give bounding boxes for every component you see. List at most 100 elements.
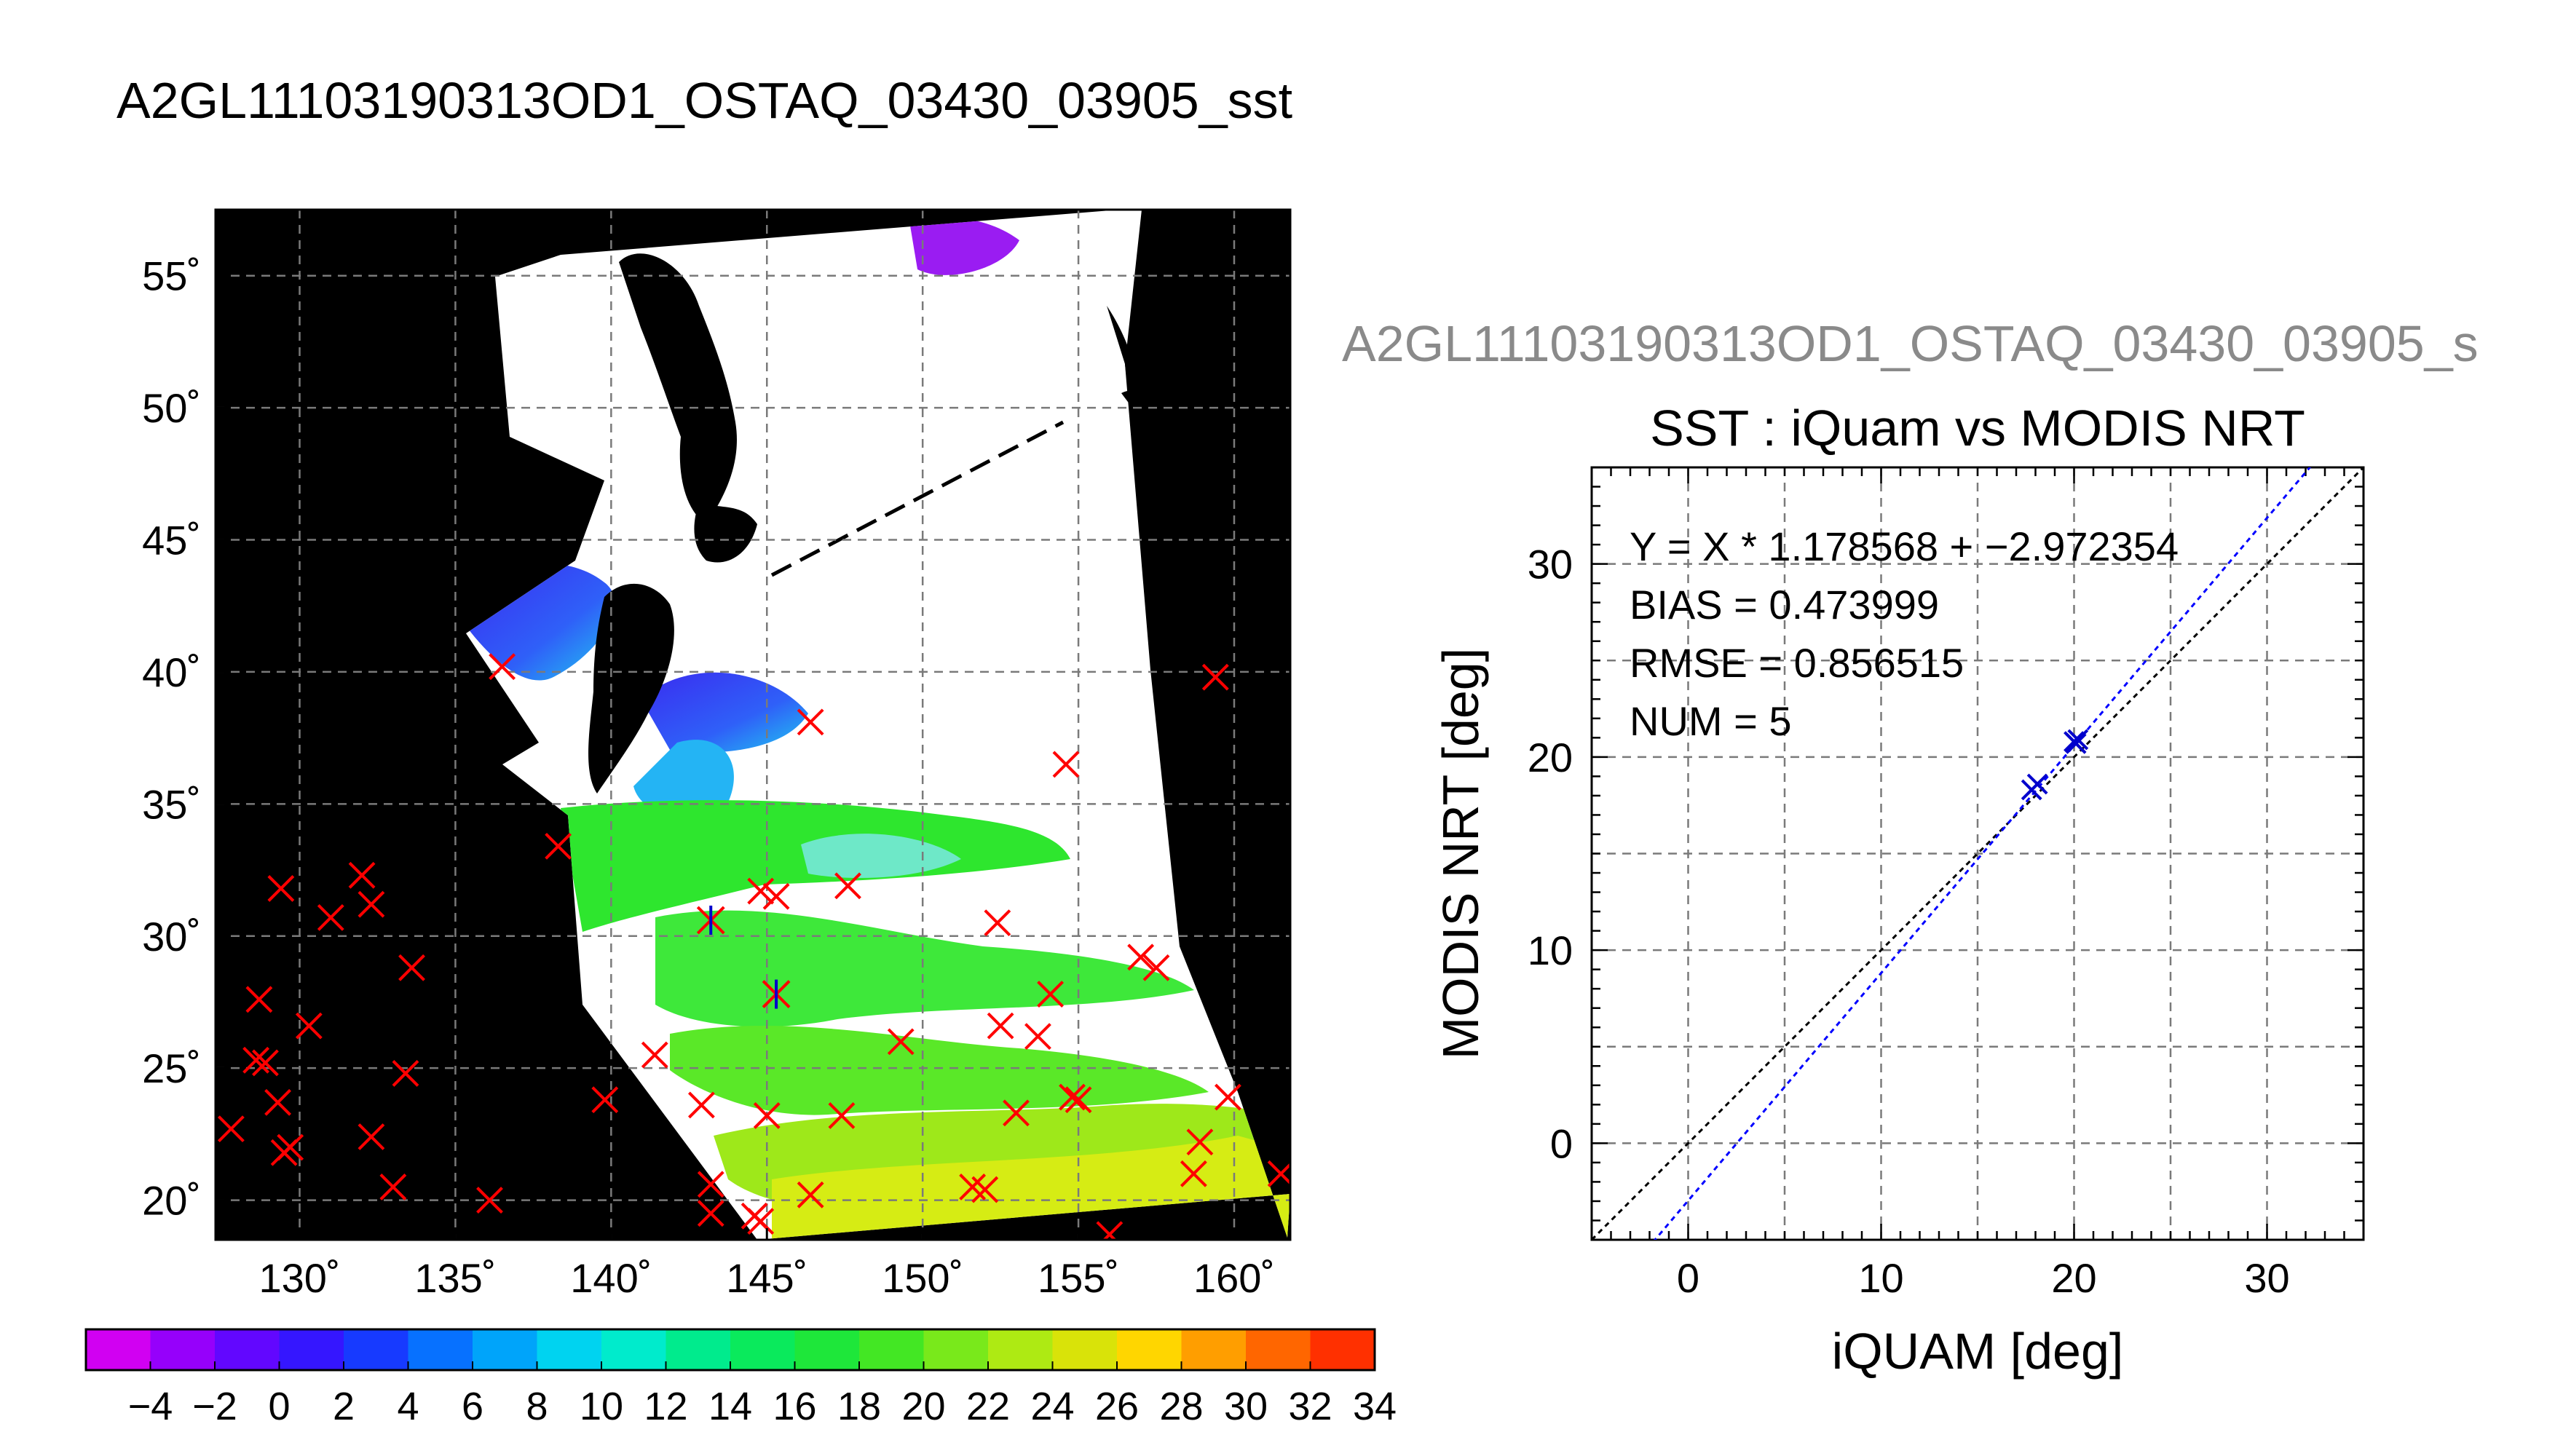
buoy-marker [591, 1086, 619, 1114]
x-tick-label: 150˚ [882, 1255, 963, 1301]
buoy-marker [358, 1123, 385, 1150]
buoy-marker [762, 882, 790, 910]
identity-line [1592, 467, 2364, 1240]
colorbar-tick-label: 2 [333, 1385, 355, 1428]
sst-mid-region [801, 834, 961, 878]
buoy-marker [252, 1049, 279, 1077]
scatter-plot: 0 10 20 30 0 10 20 30 SST : iQuam vs MODIS NRT iQ… [1432, 400, 2365, 1380]
land-mass [619, 253, 737, 524]
buoy-marker [1096, 1221, 1124, 1240]
map-grid [216, 210, 1290, 1240]
colorbar-segment [279, 1329, 344, 1370]
colorbar-tick-label: 12 [644, 1385, 687, 1428]
colorbar-segment [859, 1329, 924, 1370]
buoy-marker [1142, 954, 1170, 981]
stats-line: NUM = 5 [1630, 698, 1792, 744]
colorbar-tick-label: 30 [1224, 1385, 1268, 1428]
scatter-x-tick-label: 20 [2051, 1255, 2096, 1301]
colorbar-segment [730, 1329, 795, 1370]
secondary-title: A2GL11103190313OD1_OSTAQ_03430_03905_s [1342, 315, 2479, 372]
land-mass [1107, 306, 1142, 466]
scatter-y-tick-label: 10 [1528, 927, 1573, 973]
buoy-marker [971, 1176, 999, 1203]
buoy-marker [1215, 1083, 1241, 1111]
colorbar-segment [86, 1329, 151, 1370]
buoy-marker [1127, 943, 1155, 971]
matchup-marker [696, 905, 725, 935]
x-tick-label: 135˚ [414, 1255, 496, 1301]
buoy-marker [358, 890, 385, 918]
y-tick-label: 25˚ [142, 1045, 201, 1091]
scatter-title: SST : iQuam vs MODIS NRT [1650, 400, 2305, 456]
y-tick-label: 20˚ [142, 1178, 201, 1224]
colorbar-tick-label: −2 [192, 1385, 237, 1428]
x-tick-label: 130˚ [258, 1255, 340, 1301]
buoy-marker [295, 1012, 323, 1040]
buoy-marker [1186, 1128, 1214, 1156]
buoy-marker [747, 1208, 775, 1235]
buoy-marker [697, 1171, 724, 1198]
colorbar: −4 −2 0 2 4 6 8 10 12 14 16 18 20 22 24 26 28 30 32 34 [84, 1328, 1397, 1428]
buoy-marker [1024, 1023, 1051, 1051]
buoy-marker [697, 1200, 724, 1227]
buoy-marker [242, 1046, 270, 1074]
colorbar-segment [150, 1329, 216, 1370]
scatter-x-tick-label: 0 [1677, 1255, 1699, 1301]
land-mass [694, 502, 757, 563]
buoy-marker [834, 872, 861, 900]
scatter-x-label: iQUAM [deg] [1832, 1323, 2124, 1380]
buoy-marker [1267, 1160, 1290, 1187]
x-tick-label: 145˚ [726, 1255, 807, 1301]
buoy-marker [1201, 663, 1229, 691]
data-gap [770, 420, 1065, 577]
colorbar-tick-label: 8 [526, 1385, 548, 1428]
colorbar-segment [473, 1329, 537, 1370]
scatter-x-tick-label: 10 [1858, 1255, 1903, 1301]
colorbar-segment [344, 1329, 408, 1370]
y-tick-label: 45˚ [142, 518, 201, 563]
buoy-marker [641, 1041, 668, 1069]
buoy-marker [398, 954, 425, 981]
x-tick-label: 140˚ [570, 1255, 652, 1301]
buoy-marker [392, 1060, 419, 1087]
regression-line [1653, 467, 2312, 1240]
y-tick-label: 50˚ [142, 385, 201, 431]
colorbar-tick-label: 20 [901, 1385, 945, 1428]
y-tick-label: 30˚ [142, 914, 201, 960]
buoy-marker [797, 1181, 824, 1208]
colorbar-segment [215, 1329, 280, 1370]
land-mass [1121, 390, 1138, 408]
colorbar-segment [1310, 1329, 1375, 1370]
colorbar-segment [794, 1329, 860, 1370]
buoy-marker [753, 1102, 781, 1129]
buoy-marker [489, 653, 516, 681]
buoy-marker [267, 875, 295, 902]
x-tick-label: 155˚ [1038, 1255, 1119, 1301]
buoy-marker [317, 903, 344, 931]
colorbar-segment [1246, 1329, 1311, 1370]
buoy-marker [1037, 981, 1064, 1008]
colorbar-tick-label: 24 [1030, 1385, 1074, 1428]
buoy-marker [747, 877, 775, 905]
buoy-marker [1052, 751, 1080, 778]
buoy-marker [379, 1174, 407, 1200]
colorbar-segment [988, 1329, 1053, 1370]
buoy-marker [217, 1115, 245, 1143]
colorbar-tick-label: 14 [708, 1385, 752, 1428]
scatter-y-label: MODIS NRT [deg] [1432, 648, 1489, 1059]
stats-line: RMSE = 0.856515 [1630, 640, 1964, 686]
y-tick-label: 35˚ [142, 781, 201, 827]
colorbar-segment [666, 1329, 731, 1370]
buoy-marker [1059, 1083, 1086, 1111]
buoy-marker [1003, 1099, 1030, 1127]
colorbar-segment [1052, 1329, 1118, 1370]
sst-warm-region [670, 1026, 1209, 1115]
buoy-marker [277, 1133, 304, 1161]
scatter-y-tick-label: 20 [1528, 735, 1573, 780]
buoy-marker [348, 861, 376, 889]
colorbar-tick-label: 28 [1159, 1385, 1203, 1428]
colorbar-tick-label: 6 [462, 1385, 483, 1428]
scatter-point [2067, 729, 2089, 751]
sst-warm-region [655, 910, 1194, 1027]
colorbar-tick-label: 26 [1095, 1385, 1139, 1428]
